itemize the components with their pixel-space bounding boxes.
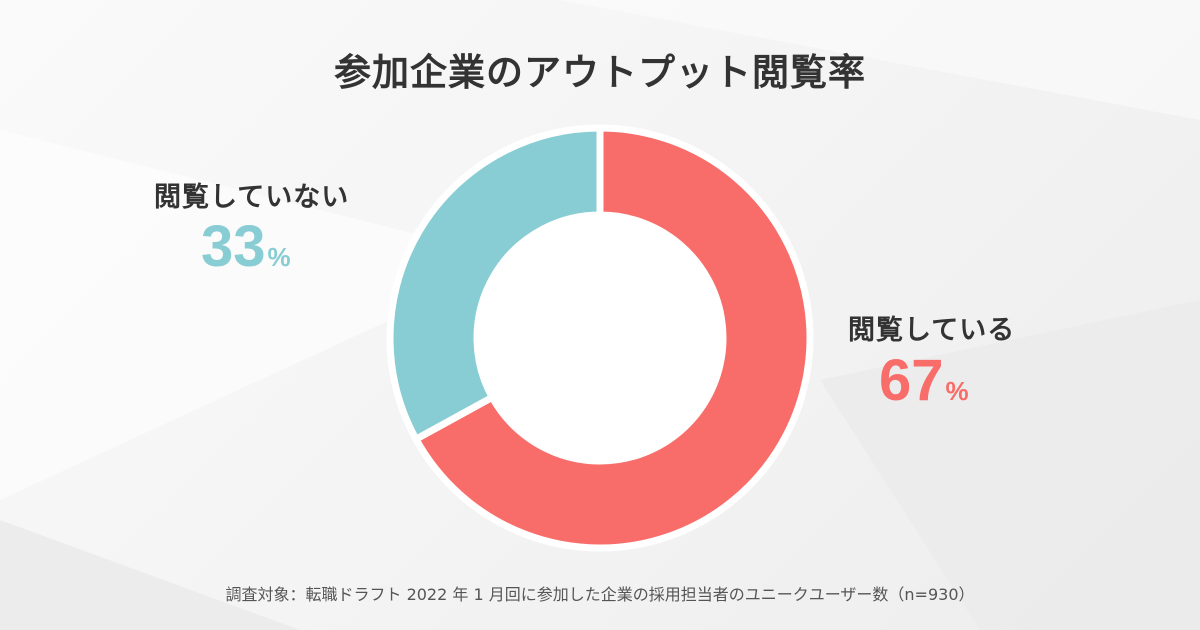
slice-label-read: 閲覧している <box>848 315 1016 346</box>
chart-title: 参加企業のアウトプット閲覧率 <box>334 51 866 94</box>
slice-value-read-percent: % <box>945 376 969 406</box>
slice-value-unread-percent: % <box>267 242 291 272</box>
donut-slice-unread <box>386 124 604 444</box>
donut-chart <box>386 124 814 552</box>
slice-value-read-number: 67 <box>879 348 944 413</box>
slice-value-unread: 33% <box>201 218 291 276</box>
slice-value-read: 67% <box>879 352 969 410</box>
donut-slice-read <box>411 124 814 552</box>
slice-label-unread: 閲覧していない <box>154 182 350 213</box>
slice-value-unread-number: 33 <box>201 214 266 279</box>
donut-hole <box>480 218 720 458</box>
survey-footnote: 調査対象：転職ドラフト 2022 年 1 月回に参加した企業の採用担当者のユニー… <box>225 585 975 604</box>
